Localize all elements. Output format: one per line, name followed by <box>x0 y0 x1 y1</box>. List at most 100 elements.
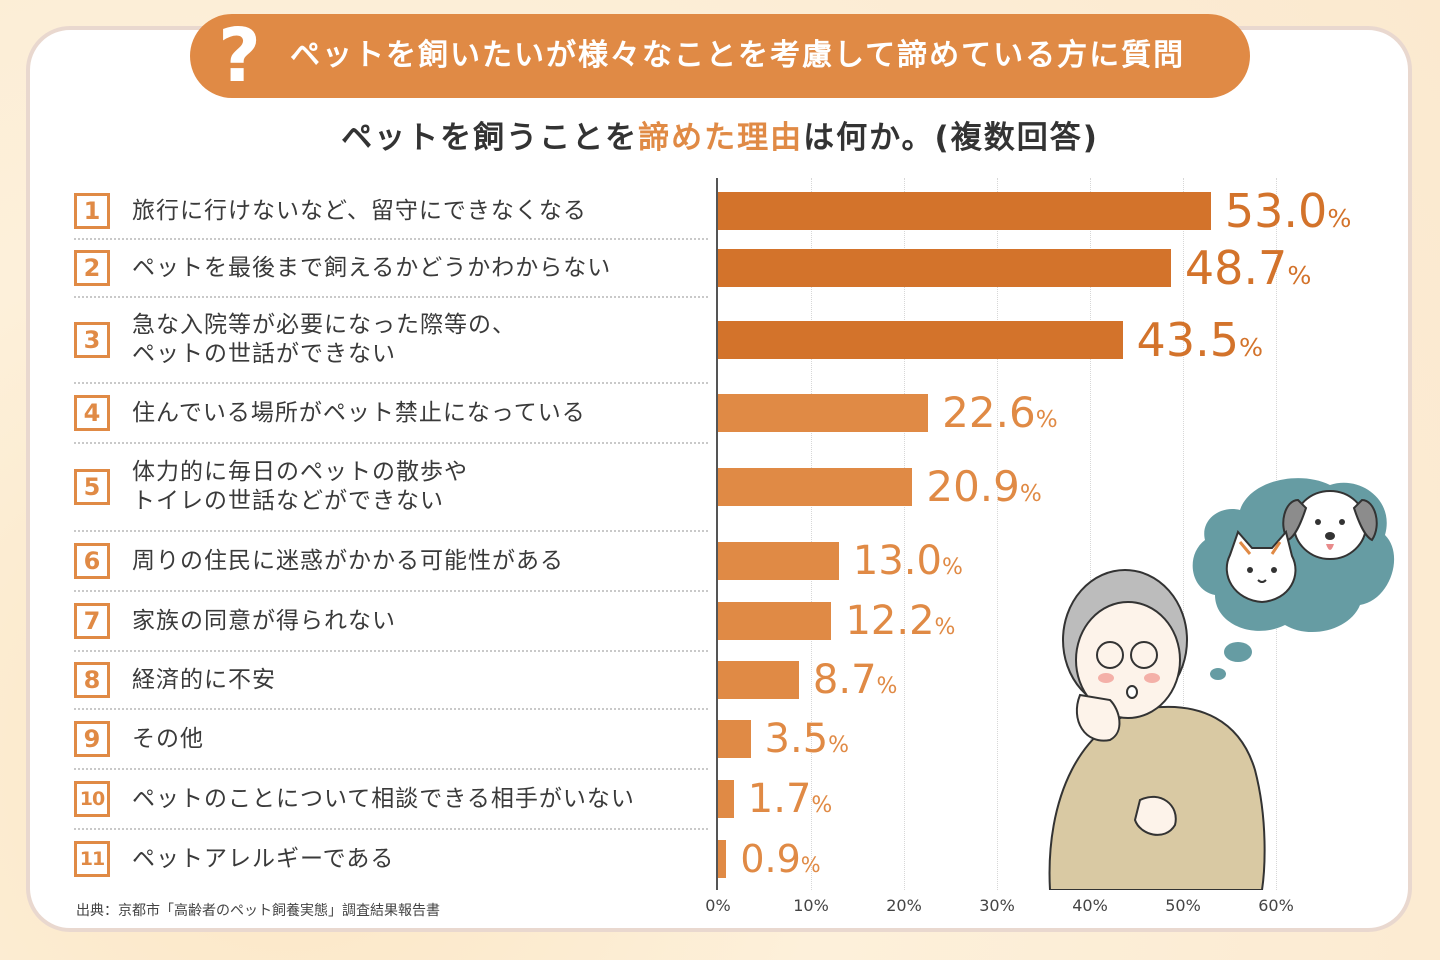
data-label-value: 0.9 <box>740 837 801 881</box>
data-label-unit: % <box>876 674 898 699</box>
category-row: 7 家族の同意が得られない <box>74 592 708 652</box>
data-label: 12.2% <box>845 601 955 641</box>
category-row: 11 ペットアレルギーである <box>74 830 708 888</box>
category-row: 1 旅行に行けないなど、留守にできなくなる <box>74 184 708 240</box>
data-label: 13.0% <box>853 541 963 581</box>
question-mark-icon: ? <box>218 13 261 99</box>
rank-number: 11 <box>74 841 110 877</box>
category-label: 家族の同意が得られない <box>132 607 396 636</box>
bar <box>718 661 799 699</box>
gridline <box>997 178 998 890</box>
category-label: ペットのことについて相談できる相手がいない <box>132 785 635 814</box>
data-label-value: 3.5 <box>764 716 829 762</box>
category-label-line: トイレの世話などができない <box>132 488 444 514</box>
category-row: 6 周りの住民に迷惑がかかる可能性がある <box>74 532 708 592</box>
category-label: 住んでいる場所がペット禁止になっている <box>132 399 586 428</box>
category-label: 経済的に不安 <box>132 666 276 695</box>
rank-number: 4 <box>74 395 110 431</box>
category-row: 4 住んでいる場所がペット禁止になっている <box>74 384 708 444</box>
data-label-unit: % <box>941 555 963 580</box>
data-label-unit: % <box>811 793 833 818</box>
category-label-line: その他 <box>132 725 204 752</box>
category-label-line: ペットを最後まで飼えるかどうかわからない <box>132 254 612 281</box>
bar <box>718 192 1211 230</box>
data-label-unit: % <box>828 733 850 758</box>
category-label-line: 旅行に行けないなど、留守にできなくなる <box>132 197 587 224</box>
title-highlight: 諦めた理由 <box>638 120 804 156</box>
banner-title: ペットを飼いたいが様々なことを考慮して諦めている方に質問 <box>290 38 1186 73</box>
x-tick-label: 0% <box>705 896 731 915</box>
x-tick-label: 10% <box>793 896 829 915</box>
category-row: 5 体力的に毎日のペットの散歩や トイレの世話などができない <box>74 444 708 532</box>
question-banner: ? ペットを飼いたいが様々なことを考慮して諦めている方に質問 <box>190 14 1250 98</box>
x-tick-label: 30% <box>979 896 1015 915</box>
rank-number: 10 <box>74 781 110 817</box>
data-label: 3.5% <box>765 719 850 759</box>
category-label: 急な入院等が必要になった際等の、 ペットの世話ができない <box>132 311 516 369</box>
bar <box>718 840 727 878</box>
data-label: 43.5% <box>1137 317 1263 363</box>
bar <box>718 249 1171 287</box>
elderly-person-body <box>1048 569 1266 890</box>
category-row: 8 経済的に不安 <box>74 652 708 710</box>
data-label-unit: % <box>1019 481 1042 507</box>
x-tick-label: 40% <box>1072 896 1108 915</box>
data-label-unit: % <box>1287 261 1312 290</box>
bar <box>718 542 839 580</box>
rank-number: 7 <box>74 603 110 639</box>
x-tick-label: 20% <box>886 896 922 915</box>
data-label: 0.9% <box>740 840 820 878</box>
category-label-line: 急な入院等が必要になった際等の、 <box>132 312 516 338</box>
rank-number: 9 <box>74 721 110 757</box>
data-label-value: 43.5 <box>1136 313 1239 367</box>
category-label: その他 <box>132 725 204 754</box>
chart-title: ペットを飼うことを諦めた理由は何か。(複数回答) <box>0 112 1440 157</box>
title-part-after: は何か。(複数回答) <box>803 120 1099 156</box>
bar <box>718 602 832 640</box>
data-label: 53.0% <box>1225 188 1351 234</box>
data-label-unit: % <box>1238 333 1264 362</box>
category-row: 3 急な入院等が必要になった際等の、 ペットの世話ができない <box>74 298 708 384</box>
bar <box>718 394 929 432</box>
category-label: 旅行に行けないなど、留守にできなくなる <box>132 197 587 226</box>
data-label-unit: % <box>800 853 821 877</box>
rank-number: 6 <box>74 543 110 579</box>
category-row: 9 その他 <box>74 710 708 770</box>
data-label-value: 1.7 <box>747 776 812 822</box>
gridline <box>1183 178 1184 890</box>
title-part-before: ペットを飼うことを <box>341 120 639 156</box>
category-label-line: 経済的に不安 <box>132 666 276 693</box>
data-label-value: 22.6 <box>942 388 1036 437</box>
category-label-line: 住んでいる場所がペット禁止になっている <box>132 399 586 426</box>
data-label-value: 48.7 <box>1184 241 1288 295</box>
rank-number: 3 <box>74 322 110 358</box>
category-label-line: 体力的に毎日のペットの散歩や <box>132 459 468 485</box>
data-label: 1.7% <box>748 779 833 819</box>
category-label-line: ペットのことについて相談できる相手がいない <box>132 785 635 812</box>
bar <box>718 321 1123 359</box>
data-label: 20.9% <box>926 466 1041 508</box>
bar <box>718 720 751 758</box>
data-label: 48.7% <box>1185 245 1311 291</box>
gridline <box>904 178 905 890</box>
data-label: 8.7% <box>813 660 898 700</box>
x-tick-label: 60% <box>1258 896 1294 915</box>
data-label-value: 20.9 <box>926 462 1020 511</box>
data-label-value: 8.7 <box>812 657 877 703</box>
category-label: ペットアレルギーである <box>132 845 394 874</box>
data-label-value: 13.0 <box>852 538 942 584</box>
gridline <box>811 178 812 890</box>
source-note: 出典：京都市「高齢者のペット飼養実態」調査結果報告書 <box>76 903 440 919</box>
rank-number: 2 <box>74 250 110 286</box>
data-label-unit: % <box>1327 204 1352 233</box>
category-label-line: ペットの世話ができない <box>132 341 396 367</box>
data-label-unit: % <box>934 615 956 640</box>
elderly-person-icon <box>1048 478 1395 890</box>
rank-number: 5 <box>74 469 110 505</box>
category-label: 体力的に毎日のペットの散歩や トイレの世話などができない <box>132 458 468 516</box>
bar <box>718 780 734 818</box>
bar <box>718 468 913 506</box>
category-label: 周りの住民に迷惑がかかる可能性がある <box>132 547 564 576</box>
rank-number: 1 <box>74 193 110 229</box>
rank-number: 8 <box>74 662 110 698</box>
